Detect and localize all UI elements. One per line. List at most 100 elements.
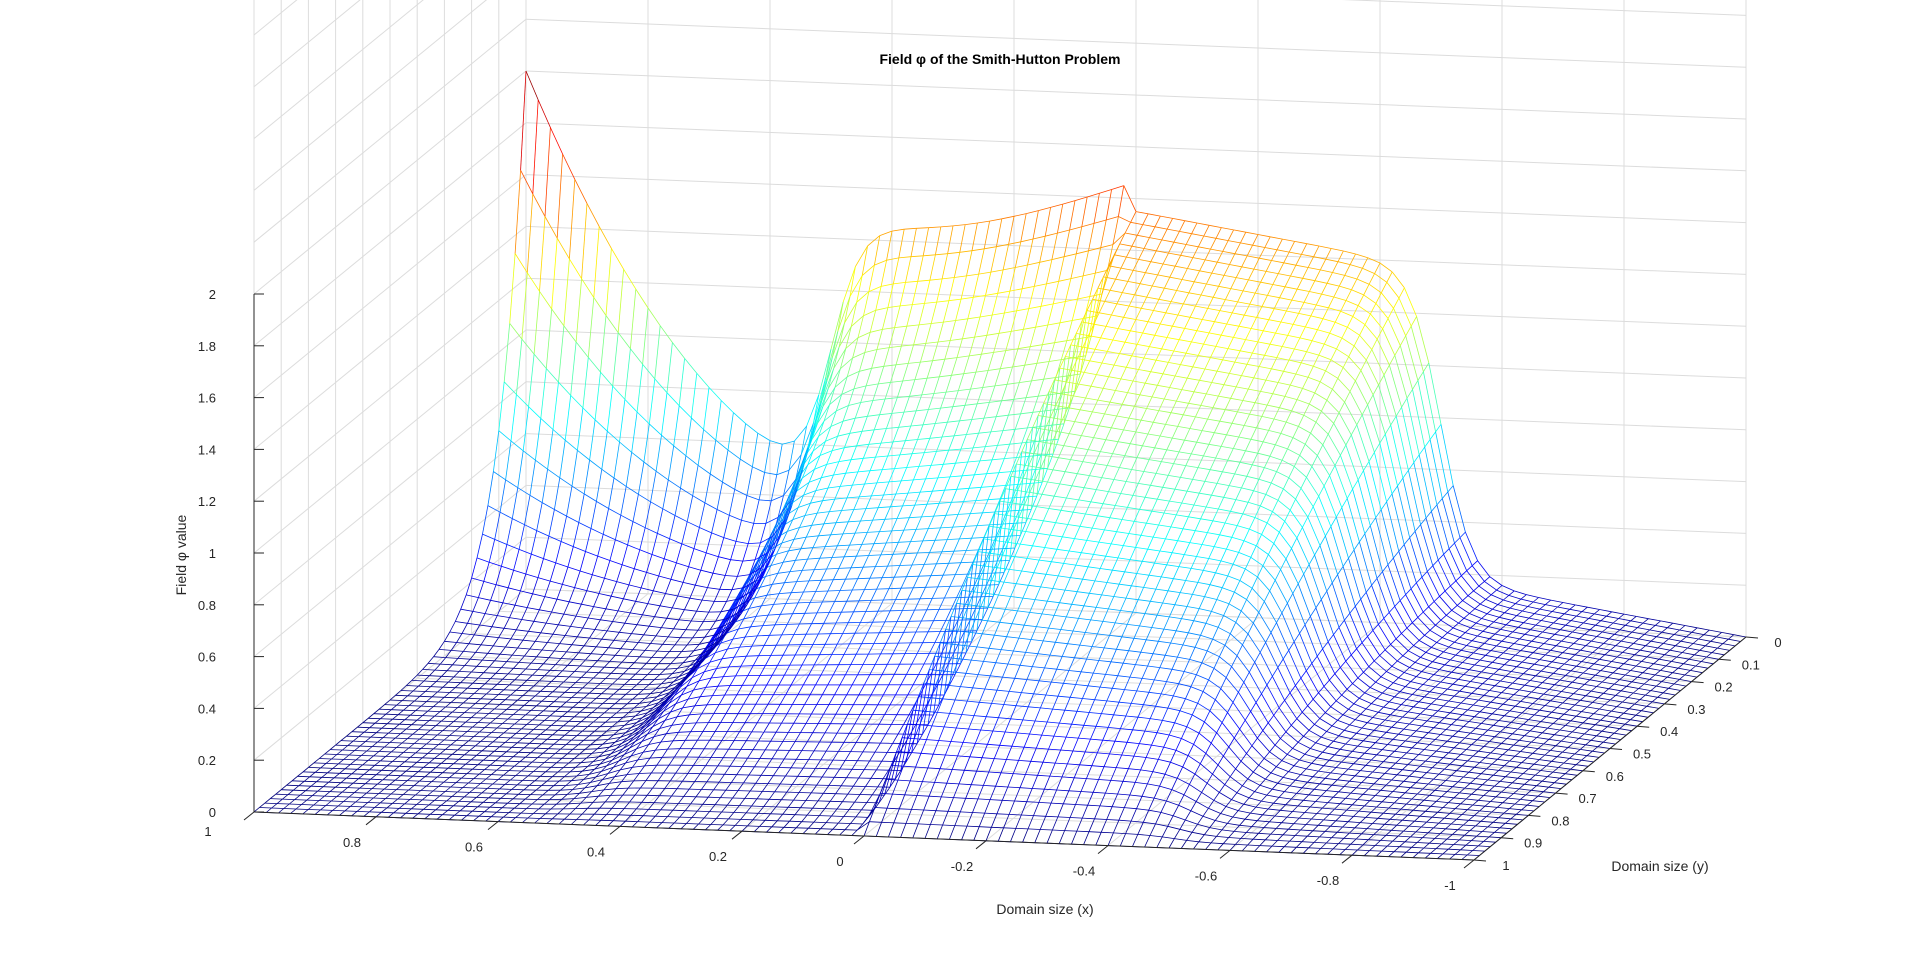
mesh-segment-y — [1178, 554, 1185, 567]
mesh-segment-y — [737, 703, 744, 714]
mesh-segment-y — [427, 656, 434, 664]
mesh-segment-y — [1022, 706, 1029, 721]
mesh-segment-y — [1471, 635, 1478, 642]
mesh-segment-y — [1086, 765, 1093, 779]
mesh-segment-y — [1276, 612, 1283, 623]
mesh-segment-y — [1288, 641, 1295, 651]
mesh-segment-y — [1191, 703, 1199, 716]
mesh-segment-y — [605, 753, 612, 760]
mesh-segment-y — [478, 811, 485, 817]
mesh-segment-y — [1443, 700, 1450, 707]
mesh-segment-y — [1443, 646, 1450, 653]
mesh-segment-y — [1399, 594, 1406, 601]
mesh-segment-y — [697, 731, 704, 741]
mesh-segment-y — [713, 781, 720, 791]
mesh-segment-y — [1380, 732, 1387, 738]
mesh-segment-y — [1475, 773, 1482, 779]
mesh-segment-y — [503, 617, 510, 629]
mesh-segment-y — [1214, 813, 1221, 821]
mesh-segment-y — [1417, 684, 1424, 690]
mesh-segment-y — [1420, 517, 1427, 525]
mesh-segment-y — [1500, 675, 1507, 682]
mesh-segment-y — [923, 552, 930, 565]
mesh-segment-y — [1615, 640, 1622, 646]
mesh-segment-y — [534, 690, 541, 697]
mesh-segment-y — [1086, 299, 1093, 311]
mesh-segment-y — [1595, 620, 1602, 626]
mesh-segment-y — [976, 757, 983, 772]
mesh-segment-y — [671, 595, 679, 609]
mesh-segment-y — [957, 742, 964, 757]
mesh-segment-y — [1414, 524, 1421, 532]
mesh-segment-y — [1248, 791, 1255, 799]
mesh-segment-y — [609, 742, 616, 748]
mesh-segment-y — [392, 756, 399, 762]
mesh-segment-y — [707, 573, 714, 588]
mesh-segment-y — [1519, 633, 1526, 640]
mesh-segment-y — [609, 655, 616, 662]
mesh-segment-y — [1293, 817, 1300, 824]
mesh-segment-y — [893, 752, 900, 762]
mesh-segment-y — [377, 779, 384, 785]
mesh-segment-y — [1287, 437, 1294, 450]
mesh-segment-y — [983, 771, 990, 786]
mesh-segment-y — [1323, 759, 1330, 766]
mesh-segment-y — [1143, 459, 1150, 472]
mesh-segment-y — [1452, 829, 1459, 835]
mesh-segment-y — [1131, 235, 1138, 247]
mesh-segment-y — [1414, 815, 1421, 822]
mesh-segment-y — [1340, 444, 1347, 456]
mesh-segment-y — [276, 798, 283, 804]
mesh-segment-y — [709, 620, 716, 630]
mesh-segment-y — [1133, 509, 1140, 522]
mesh-segment-y — [1584, 679, 1591, 685]
mesh-segment-y — [1309, 801, 1316, 808]
mesh-segment-y — [1334, 311, 1341, 323]
mesh-segment-y — [1649, 674, 1656, 680]
mesh-segment-y — [1425, 511, 1432, 519]
mesh-segment-y — [689, 660, 696, 667]
mesh-segment-y — [516, 339, 523, 395]
mesh-segment-y — [662, 636, 669, 645]
mesh-segment-y — [1168, 722, 1175, 736]
mesh-segment-y — [516, 780, 523, 786]
mesh-segment-y — [839, 473, 847, 487]
mesh-segment-y — [571, 450, 578, 487]
mesh-segment-y — [856, 431, 863, 446]
mesh-segment-y — [483, 562, 490, 582]
mesh-segment-y — [1063, 670, 1070, 684]
mesh-segment-y — [673, 676, 680, 683]
mesh-segment-y — [808, 821, 815, 829]
mesh-segment-y — [659, 668, 666, 675]
mesh-segment-y — [966, 419, 973, 435]
mesh-segment-y — [1158, 288, 1165, 300]
mesh-segment-y — [946, 526, 954, 540]
mesh-segment-y — [703, 739, 711, 750]
mesh-segment-y — [1553, 668, 1559, 674]
mesh-segment-y — [1390, 709, 1397, 716]
mesh-segment-y — [509, 253, 516, 324]
mesh-segment-y — [1581, 706, 1588, 712]
mesh-segment-y — [469, 787, 476, 793]
mesh-segment-y — [495, 667, 502, 674]
mesh-segment-y — [586, 753, 593, 759]
mesh-segment-y — [565, 697, 572, 703]
mesh-segment-y — [829, 498, 836, 512]
mesh-segment-y — [549, 562, 557, 582]
mesh-segment-y — [954, 686, 961, 701]
mesh-segment-y — [958, 770, 965, 785]
mesh-segment-y — [564, 626, 571, 636]
mesh-segment-y — [1065, 604, 1073, 618]
mesh-segment-y — [524, 794, 531, 800]
mesh-segment-y — [827, 828, 834, 835]
mesh-segment-y — [1045, 802, 1052, 817]
mesh-segment-y — [802, 827, 809, 834]
mesh-segment-y — [798, 784, 805, 793]
mesh-segment-y — [389, 694, 396, 701]
mesh-segment-y — [1226, 312, 1233, 325]
mesh-segment-y — [1240, 753, 1247, 762]
mesh-segment-y — [454, 768, 461, 774]
mesh-segment-y — [1391, 824, 1398, 831]
mesh-segment-y — [1406, 694, 1413, 700]
